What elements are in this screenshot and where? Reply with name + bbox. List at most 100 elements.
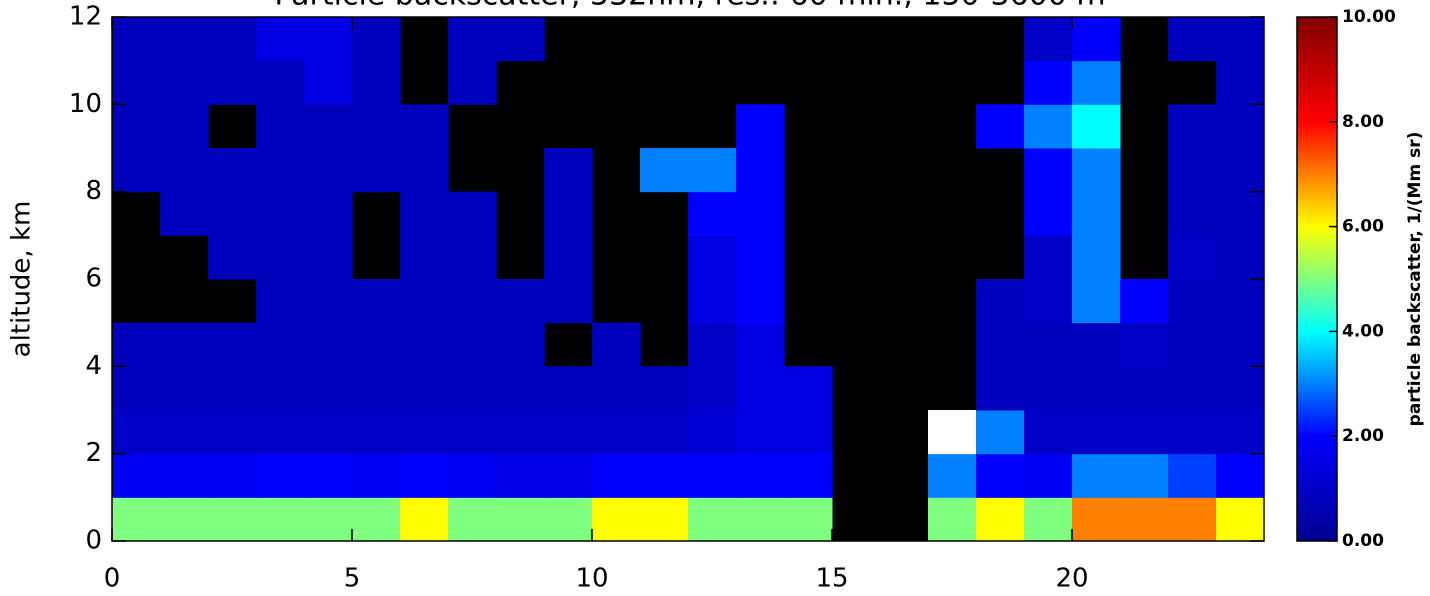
heat-cell [1216,279,1265,324]
heat-cell [448,235,497,280]
heat-cell [976,366,1025,411]
heat-cell [1072,60,1121,105]
heat-cell [640,497,689,542]
heat-cell [688,235,737,280]
heat-cell [976,279,1025,324]
x-tick-label: 20 [1055,564,1088,594]
heat-cell [496,453,545,498]
heat-cell [496,279,545,324]
heat-cell [112,497,161,542]
heat-cell [976,410,1025,455]
heat-cell [208,322,257,367]
heat-cell [448,17,497,62]
y-tick-label: 6 [85,264,102,294]
chart-title: Particle backscatter, 532nm, res.: 60 mi… [274,0,1105,13]
colorbar-tick-label: 10.00 [1342,7,1396,27]
heat-cell [208,453,257,498]
heat-cell [208,410,257,455]
heat-cell [640,453,689,498]
heat-cell [1072,191,1121,236]
heat-cell [1168,235,1217,280]
colorbar-tick-label: 6.00 [1342,217,1384,237]
heat-cell [112,60,161,105]
heat-cell [256,104,305,149]
heat-cell [304,453,353,498]
heat-cell [256,410,305,455]
heat-cell [160,148,209,193]
heat-cell [1024,17,1073,62]
heat-cell [1216,235,1265,280]
heat-cell [1216,453,1265,498]
heat-cell [1024,191,1073,236]
heat-cell [688,191,737,236]
heat-cell [544,148,593,193]
heat-cell [304,104,353,149]
heat-cell [1072,497,1121,542]
heat-cell [304,17,353,62]
heat-cell [976,322,1025,367]
heat-cell [1072,410,1121,455]
heat-cell [160,322,209,367]
heat-cell [736,410,785,455]
heat-cell [640,366,689,411]
heat-cell [208,60,257,105]
heat-cell [256,17,305,62]
heat-cell [256,148,305,193]
heat-cell [592,453,641,498]
heat-cell [304,322,353,367]
heat-cell [544,279,593,324]
heat-cell [448,453,497,498]
heat-cell [304,497,353,542]
heat-cell [304,235,353,280]
heat-cell [1168,410,1217,455]
heat-cell [1216,366,1265,411]
heat-cell [736,104,785,149]
heat-cell [304,191,353,236]
heat-cell [784,497,833,542]
heat-cell [208,191,257,236]
heat-cell [1024,453,1073,498]
heat-cell [160,497,209,542]
heat-cell [1072,279,1121,324]
heat-cell [160,410,209,455]
heat-cell [352,366,401,411]
heat-cell [112,453,161,498]
heat-cell [640,148,689,193]
heat-cell [1216,410,1265,455]
colorbar-tick-label: 4.00 [1342,321,1384,341]
y-axis-label: altitude, km [7,201,37,358]
heat-cell [928,410,977,455]
heat-cell [592,410,641,455]
heat-cell [1216,322,1265,367]
heat-cell [160,104,209,149]
heat-cell [352,497,401,542]
heat-cell [496,410,545,455]
heat-cell [928,497,977,542]
heat-cell [1120,366,1169,411]
heat-cell [352,410,401,455]
heat-cell [592,322,641,367]
heat-cell [400,235,449,280]
heat-cell [256,322,305,367]
heat-cell [736,322,785,367]
y-tick-label: 10 [69,89,102,119]
heat-cell [400,453,449,498]
heat-cell [208,17,257,62]
heat-cell [400,410,449,455]
heat-cell [1168,322,1217,367]
heat-cell [256,60,305,105]
heat-cell [112,17,161,62]
heat-cell [736,148,785,193]
heat-cell [1168,148,1217,193]
heat-cell [1024,148,1073,193]
heat-cell [448,366,497,411]
heat-cell [496,17,545,62]
heat-cell [1024,60,1073,105]
y-tick-label: 8 [85,176,102,206]
heat-cell [496,322,545,367]
heat-cell [736,235,785,280]
heat-cell [544,191,593,236]
heat-cell [304,279,353,324]
heat-cell [688,410,737,455]
heat-cell [1024,235,1073,280]
